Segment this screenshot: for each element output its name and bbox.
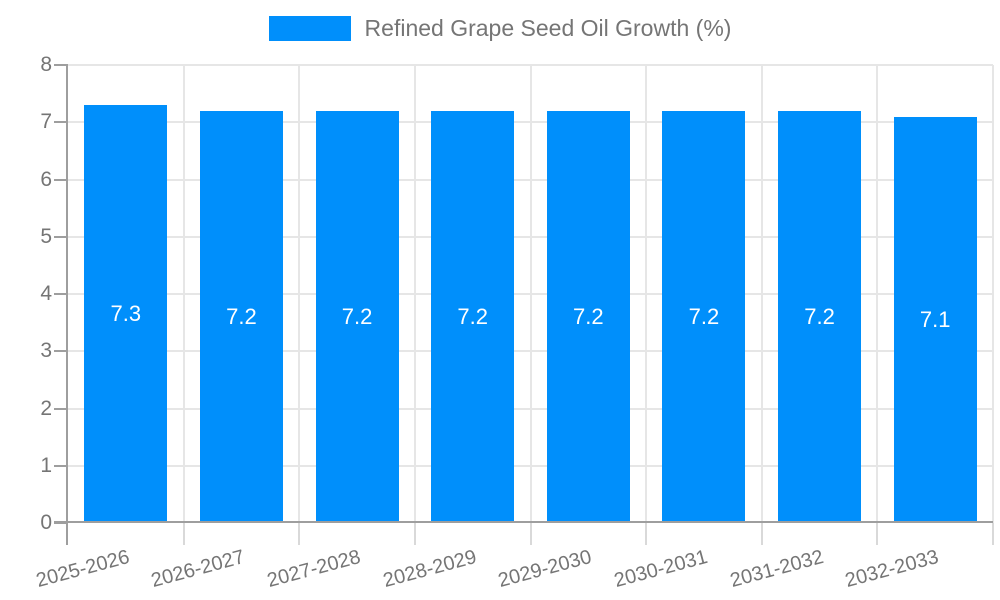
y-axis-tick [54, 64, 68, 66]
y-axis-tick [54, 121, 68, 124]
bar-value-label: 7.2 [573, 303, 604, 329]
legend-swatch-icon [268, 16, 351, 41]
x-axis-tick [298, 523, 301, 545]
y-axis-tick-label: 0 [40, 511, 52, 534]
y-axis-tick-label: 1 [40, 453, 52, 477]
bar-2027-2028[interactable] [315, 110, 399, 523]
x-axis-tick [992, 523, 994, 545]
y-axis-tick [54, 407, 68, 410]
y-axis-tick [54, 293, 68, 295]
bar-value-label: 7.1 [919, 306, 951, 332]
y-axis-tick-label: 6 [40, 167, 52, 191]
x-axis-tick [182, 523, 185, 545]
v-gridline [529, 65, 532, 523]
bar-2032-2033[interactable] [893, 116, 977, 523]
y-axis-tick-label: 3 [40, 339, 52, 363]
bar-2030-2031[interactable] [662, 110, 746, 523]
y-axis-tick [54, 235, 68, 238]
v-gridline [760, 65, 763, 523]
y-axis-line [66, 65, 68, 545]
v-gridline [876, 65, 879, 523]
x-axis-tick [645, 523, 648, 545]
bar-2026-2027[interactable] [199, 110, 283, 523]
x-axis-tick [876, 523, 879, 545]
legend[interactable]: Refined Grape Seed Oil Growth (%) [0, 15, 1000, 42]
y-axis-tick [54, 522, 68, 524]
y-axis-tick [54, 350, 68, 353]
v-gridline [645, 65, 648, 523]
bar-2029-2030[interactable] [546, 110, 630, 523]
bar-value-label: 7.2 [457, 303, 488, 329]
y-axis-tick-label: 4 [40, 282, 52, 305]
bar-value-label: 7.3 [110, 301, 142, 327]
y-axis-tick-label: 2 [40, 396, 52, 420]
v-gridline [413, 65, 416, 523]
y-axis-tick [54, 178, 68, 181]
bar-2028-2029[interactable] [431, 110, 515, 523]
x-axis-line [54, 521, 993, 523]
bar-value-label: 7.2 [226, 303, 257, 329]
x-axis-tick [413, 523, 416, 545]
bar-value-label: 7.2 [688, 303, 720, 329]
x-axis-tick [529, 523, 532, 545]
bar-value-label: 7.2 [341, 303, 373, 329]
y-axis-tick-label: 7 [40, 110, 52, 134]
bar-2025-2026[interactable] [84, 105, 168, 523]
v-gridline [992, 65, 994, 523]
v-gridline [298, 65, 301, 523]
plot-area: 0 1 2 3 4 5 6 7 8 7.3 2025-2026 7.2 2026-2027 7.2 2027… [34, 53, 994, 592]
y-axis-tick [54, 464, 68, 467]
y-axis-tick-label: 5 [40, 224, 52, 248]
bar-value-label: 7.2 [804, 303, 835, 329]
v-gridline [182, 65, 185, 523]
y-axis-tick-label: 8 [40, 53, 52, 76]
bar-2031-2032[interactable] [778, 110, 862, 523]
x-axis-tick [760, 523, 763, 545]
legend-label: Refined Grape Seed Oil Growth (%) [364, 15, 732, 41]
